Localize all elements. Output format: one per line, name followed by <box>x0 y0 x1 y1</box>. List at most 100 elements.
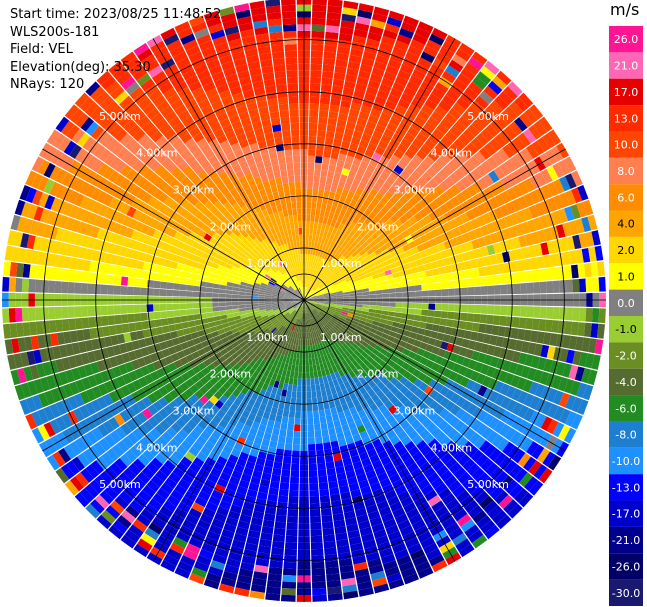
ray-gate <box>275 374 282 382</box>
ray-gate <box>339 564 354 574</box>
ray-gate <box>309 116 319 124</box>
ray-gate <box>440 341 449 351</box>
ray-gate <box>316 263 321 271</box>
ray-gate <box>317 343 322 351</box>
ray-gate <box>186 278 195 286</box>
ray-gate <box>366 427 376 437</box>
ray-gate <box>418 402 429 413</box>
ray-gate <box>363 225 372 234</box>
ray-gate <box>465 269 474 279</box>
ray-gate <box>237 392 246 401</box>
ray-gate <box>218 385 228 395</box>
ray-gate <box>194 399 205 410</box>
ray-gate <box>478 323 487 334</box>
ray-gate <box>461 304 469 313</box>
ray-gate <box>455 355 465 365</box>
ray-gate <box>470 258 479 269</box>
ray-gate <box>352 232 360 240</box>
ray-gate <box>311 324 315 332</box>
ray-gate <box>296 332 300 340</box>
ray-gate <box>249 590 265 600</box>
ray-gate <box>431 27 448 41</box>
ray-gate <box>340 571 355 580</box>
ray-gate <box>270 365 277 373</box>
ray-gate <box>306 398 313 406</box>
ray-gate <box>367 262 376 269</box>
ray-gate <box>434 339 443 348</box>
ray-gate <box>326 124 336 133</box>
ray-gate <box>530 231 541 245</box>
ray-gate <box>372 376 381 385</box>
ray-gate <box>397 224 407 233</box>
ray-gate <box>346 523 359 533</box>
ray-gate <box>362 304 370 309</box>
ray-gate <box>244 347 252 355</box>
ray-gate <box>442 493 456 506</box>
ray-gate <box>510 374 521 388</box>
ray-gate <box>351 549 365 559</box>
ray-gate <box>238 301 246 306</box>
ray-gate <box>265 340 272 347</box>
ray-gate <box>323 340 329 348</box>
ray-gate <box>338 558 353 567</box>
ray-gate <box>374 146 386 156</box>
ray-gate <box>260 532 273 541</box>
ray-gate <box>507 445 521 460</box>
ray-gate <box>365 551 380 562</box>
ray-gate <box>134 321 143 331</box>
ray-gate <box>336 320 344 326</box>
ray-gate <box>466 105 480 119</box>
ray-gate <box>330 407 338 415</box>
ray-gate <box>313 255 317 263</box>
ray-gate <box>307 411 314 419</box>
ray-gate <box>358 70 371 80</box>
ray-gate <box>486 366 496 378</box>
ray-gate <box>170 422 182 434</box>
ray-gate <box>431 228 441 238</box>
ray-gate <box>460 312 468 322</box>
ray-gate <box>312 344 317 352</box>
ray-gate <box>323 534 336 543</box>
ray-gate <box>377 240 386 248</box>
ray-gate <box>565 236 576 251</box>
ray-gate <box>356 347 364 355</box>
ray-gate <box>416 440 428 451</box>
ray-gate <box>55 319 64 333</box>
ray-gate <box>280 594 296 602</box>
ray-gate <box>382 29 398 40</box>
ray-gate <box>323 252 329 260</box>
ray-gate <box>343 430 352 439</box>
ray-gate <box>484 324 493 335</box>
ray-gate <box>195 370 205 380</box>
ray-gate <box>516 210 527 223</box>
ray-gate <box>283 362 289 371</box>
ray-gate <box>387 311 396 317</box>
ray-gate <box>578 233 588 248</box>
ray-gate <box>513 97 529 112</box>
ray-gate <box>404 164 415 175</box>
ray-gate <box>331 85 344 94</box>
ray-gate <box>316 295 324 298</box>
ray-gate <box>290 351 295 359</box>
ray-gate <box>136 513 152 527</box>
ray-gate <box>511 184 524 198</box>
ray-gate <box>431 268 440 276</box>
ray-gate <box>331 446 341 455</box>
ray-gate <box>523 329 532 342</box>
ray-gate <box>401 361 411 371</box>
ray-gate <box>315 270 320 277</box>
ray-gate <box>345 317 353 323</box>
ray-gate <box>294 417 301 425</box>
ray-gate <box>404 440 416 452</box>
ray-gate <box>437 419 449 431</box>
ray-gate <box>542 332 552 345</box>
ray-gate <box>406 365 416 375</box>
ray-gate <box>330 336 336 344</box>
ray-gate <box>333 251 340 259</box>
ray-gate <box>551 267 560 280</box>
ray-gate <box>553 239 563 253</box>
ray-gate <box>443 240 453 250</box>
ray-gate <box>277 435 286 444</box>
ray-gate <box>460 411 472 424</box>
ray-gate <box>385 209 395 219</box>
